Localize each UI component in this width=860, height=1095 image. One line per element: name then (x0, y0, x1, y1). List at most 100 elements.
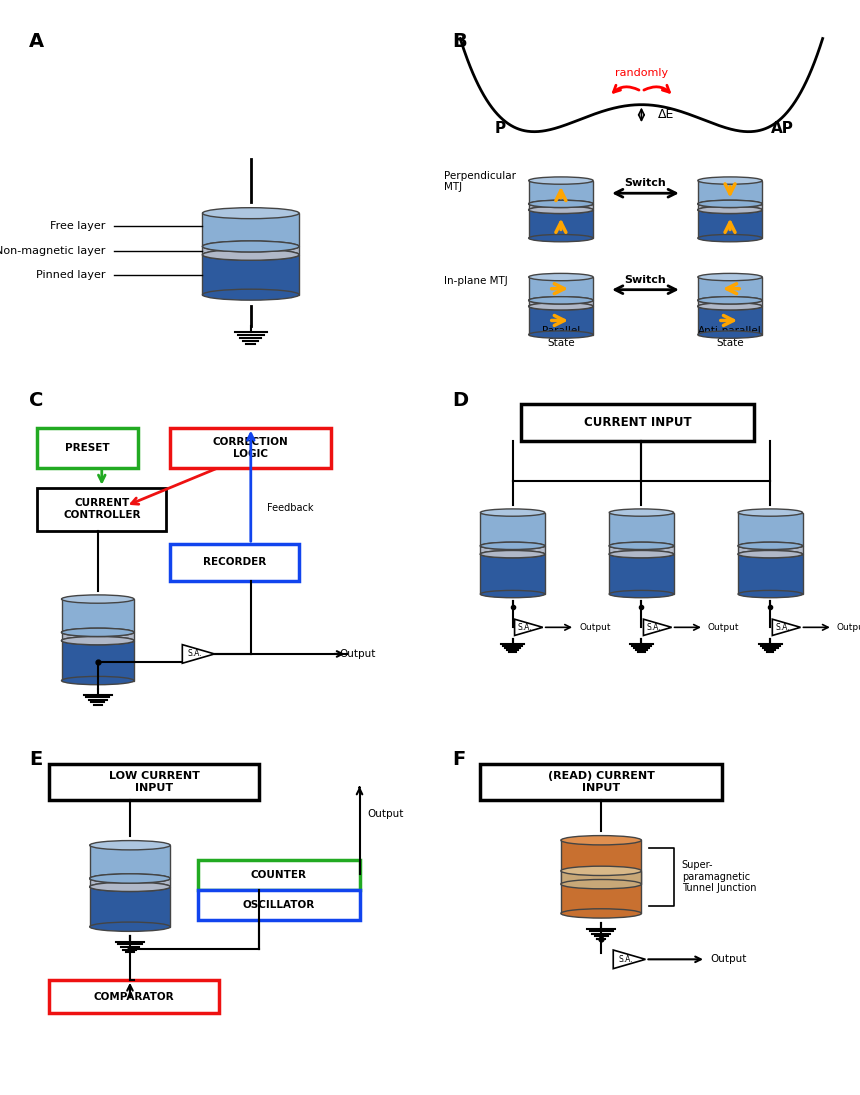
Ellipse shape (697, 206, 762, 214)
Ellipse shape (529, 177, 593, 184)
Ellipse shape (738, 551, 802, 557)
Ellipse shape (202, 208, 299, 219)
Ellipse shape (62, 629, 134, 636)
Ellipse shape (202, 241, 299, 252)
Text: CORRECTION
LOGIC: CORRECTION LOGIC (213, 437, 289, 459)
Ellipse shape (529, 206, 593, 214)
Polygon shape (481, 554, 544, 595)
Polygon shape (738, 512, 802, 545)
Text: Pinned layer: Pinned layer (36, 269, 106, 279)
Ellipse shape (62, 636, 134, 645)
Text: Switch: Switch (624, 178, 666, 188)
Ellipse shape (697, 302, 762, 310)
Polygon shape (697, 277, 762, 300)
Ellipse shape (529, 302, 593, 310)
FancyBboxPatch shape (49, 763, 259, 800)
Ellipse shape (738, 542, 802, 550)
Ellipse shape (89, 922, 170, 932)
Text: CURRENT
CONTROLLER: CURRENT CONTROLLER (63, 498, 140, 520)
Ellipse shape (738, 590, 802, 598)
Polygon shape (202, 246, 299, 255)
FancyBboxPatch shape (199, 890, 359, 920)
Polygon shape (481, 545, 544, 554)
Text: In-plane MTJ: In-plane MTJ (444, 276, 508, 287)
Ellipse shape (89, 883, 170, 891)
Ellipse shape (529, 302, 593, 310)
Text: Output: Output (837, 623, 860, 632)
Text: E: E (29, 750, 42, 770)
FancyBboxPatch shape (49, 980, 218, 1013)
Text: Output: Output (367, 808, 404, 819)
Text: (READ) CURRENT
INPUT: (READ) CURRENT INPUT (548, 771, 654, 793)
Ellipse shape (697, 234, 762, 242)
Polygon shape (62, 641, 134, 681)
Ellipse shape (89, 874, 170, 884)
Ellipse shape (697, 274, 762, 280)
Polygon shape (529, 210, 593, 238)
Ellipse shape (62, 595, 134, 603)
FancyBboxPatch shape (481, 763, 722, 800)
Text: Switch: Switch (624, 275, 666, 285)
Text: CURRENT INPUT: CURRENT INPUT (584, 416, 691, 429)
Text: PRESET: PRESET (65, 442, 110, 452)
Ellipse shape (481, 509, 544, 516)
Polygon shape (643, 619, 672, 635)
Ellipse shape (89, 841, 170, 850)
Ellipse shape (697, 331, 762, 338)
Polygon shape (529, 307, 593, 335)
Polygon shape (609, 512, 673, 545)
Polygon shape (561, 840, 642, 913)
Ellipse shape (697, 302, 762, 310)
Ellipse shape (529, 331, 593, 338)
FancyBboxPatch shape (520, 404, 754, 441)
Text: Parallel
State: Parallel State (542, 326, 580, 348)
Text: Output: Output (708, 623, 740, 632)
Polygon shape (514, 619, 543, 635)
Text: LOW CURRENT
INPUT: LOW CURRENT INPUT (108, 771, 200, 793)
Ellipse shape (529, 297, 593, 304)
Ellipse shape (697, 206, 762, 214)
Ellipse shape (529, 206, 593, 214)
Polygon shape (62, 632, 134, 641)
Ellipse shape (529, 200, 593, 208)
Polygon shape (772, 619, 801, 635)
Ellipse shape (738, 542, 802, 550)
Ellipse shape (529, 200, 593, 208)
Text: S.A.: S.A. (187, 649, 202, 658)
Text: A: A (29, 32, 45, 50)
Polygon shape (697, 204, 762, 210)
Ellipse shape (609, 551, 673, 557)
Text: S.A.: S.A. (647, 623, 661, 632)
Ellipse shape (481, 542, 544, 550)
Polygon shape (89, 845, 170, 878)
Text: Perpendicular
MTJ: Perpendicular MTJ (444, 171, 516, 193)
Polygon shape (697, 181, 762, 204)
Polygon shape (481, 512, 544, 545)
FancyBboxPatch shape (199, 861, 359, 890)
Polygon shape (609, 554, 673, 595)
Polygon shape (182, 645, 214, 664)
Ellipse shape (609, 509, 673, 516)
Text: Output: Output (579, 623, 611, 632)
Text: Non-magnetic layer: Non-magnetic layer (0, 245, 106, 255)
Ellipse shape (62, 636, 134, 645)
Polygon shape (529, 277, 593, 300)
Ellipse shape (697, 297, 762, 304)
Ellipse shape (62, 629, 134, 636)
Ellipse shape (697, 200, 762, 208)
Ellipse shape (561, 835, 642, 845)
Text: P: P (494, 120, 506, 136)
Polygon shape (738, 545, 802, 554)
Ellipse shape (202, 250, 299, 261)
Ellipse shape (561, 866, 642, 876)
FancyBboxPatch shape (170, 544, 299, 580)
Text: ΔE: ΔE (658, 108, 674, 122)
Text: B: B (452, 32, 467, 50)
Polygon shape (609, 545, 673, 554)
Polygon shape (529, 300, 593, 307)
Text: Feedback: Feedback (267, 503, 313, 512)
Ellipse shape (529, 274, 593, 280)
Ellipse shape (481, 551, 544, 557)
Text: randomly: randomly (615, 68, 668, 78)
Polygon shape (62, 599, 134, 632)
